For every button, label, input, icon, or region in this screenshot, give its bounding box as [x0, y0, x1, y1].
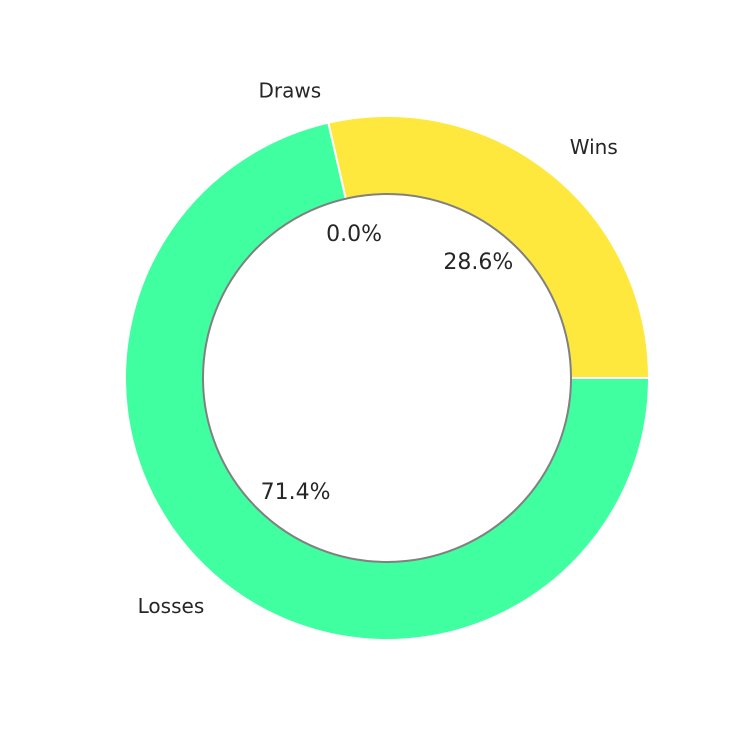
- slice-label-wins: Wins: [570, 135, 618, 159]
- pct-label-draws: 0.0%: [326, 222, 382, 247]
- labels-group: Wins 28.6% Draws 0.0% Losses 71.4%: [138, 79, 618, 619]
- donut-hole: [202, 193, 572, 563]
- pct-label-losses: 71.4%: [261, 480, 331, 505]
- pct-label-wins: 28.6%: [443, 250, 513, 275]
- slice-label-draws: Draws: [259, 79, 322, 103]
- slice-label-losses: Losses: [138, 594, 205, 618]
